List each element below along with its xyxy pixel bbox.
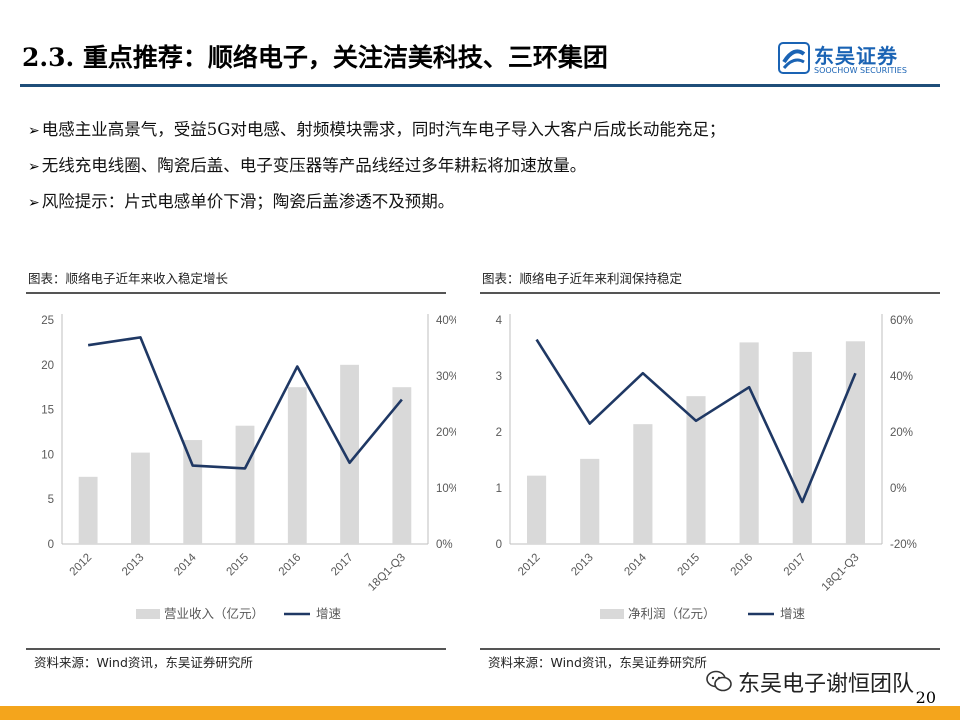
y-left-tick-label: 3 [496,371,502,383]
legend-bar-swatch [600,609,624,619]
chart-source: 资料来源：Wind资讯，东吴证券研究所 [34,655,253,670]
bullet-text: 风险提示：片式电感单价下滑；陶瓷后盖渗透不及预期。 [41,192,455,211]
source-divider [480,648,940,650]
y-right-tick-label: 60% [890,315,913,327]
y-left-tick-label: 25 [41,315,54,327]
y-right-tick-label: 0% [436,539,453,551]
bullet-text: 电感主业高景气，受益5G对电感、射频模块需求，同时汽车电子导入大客户后成长动能充… [41,120,726,139]
bar [792,351,812,544]
y-left-tick-label: 0 [496,539,502,551]
bar [183,440,203,544]
bar [739,342,759,544]
y-right-tick-label: 30% [436,371,456,383]
y-left-tick-label: 2 [496,427,502,439]
bar [686,396,706,544]
y-right-tick-label: 20% [890,427,913,439]
y-left-tick-label: 15 [41,405,54,417]
legend-line-label: 增速 [780,606,806,621]
y-right-tick-label: 20% [436,427,456,439]
y-left-tick-label: 0 [48,539,54,551]
x-tick-label: 18Q1-Q3 [366,552,408,594]
y-right-tick-label: 40% [890,371,913,383]
page-number: 20 [915,688,936,707]
legend-bar-swatch [136,609,160,619]
footer-bar [0,706,960,720]
caption-divider [480,292,940,294]
legend-line-label: 增速 [316,606,342,621]
bullet-list: ➢ 电感主业高景气，受益5G对电感、射频模块需求，同时汽车电子导入大客户后成长动能… [28,112,725,220]
legend-bar-label: 净利润（亿元） [628,606,716,621]
arrow-bullet-icon: ➢ [28,123,40,139]
y-right-tick-label: -20% [890,539,917,551]
page-title: 2.3. 重点推荐：顺络电子，关注洁美科技、三环集团 [22,43,608,72]
bar [287,387,307,544]
x-tick-label: 2013 [120,552,147,579]
legend-bar-label: 营业收入（亿元） [164,606,264,621]
x-tick-label: 2017 [329,552,356,579]
wechat-icon [706,670,732,692]
bar [340,364,359,544]
y-left-tick-label: 1 [496,483,502,495]
arrow-bullet-icon: ➢ [28,195,40,211]
bullet-text: 无线充电线圈、陶瓷后盖、电子变压器等产品线经过多年耕耘将加速放量。 [41,156,587,175]
bar [78,476,98,544]
profit-chart-panel: 图表：顺络电子近年来利润保持稳定 0 1 2 3 4 -20% 0% 20% 40% 60% 201… [480,262,940,670]
y-left-tick-label: 10 [41,449,54,461]
watermark: 东吴电子谢恒团队 [706,666,936,697]
bullet-item: ➢ 无线充电线圈、陶瓷后盖、电子变压器等产品线经过多年耕耘将加速放量。 [28,148,725,184]
company-logo: 东吴证券 SOOCHOW SECURITIES [778,42,918,76]
y-right-tick-label: 40% [436,315,456,327]
revenue-chart: 0 5 10 15 20 25 0% 10% 20% 30% 40% 2012 2013 2014 2015… [41,314,456,621]
x-tick-label: 18Q1-Q3 [820,552,862,594]
arrow-bullet-icon: ➢ [28,159,40,175]
x-tick-label: 2012 [68,552,95,579]
x-tick-label: 2013 [569,552,596,579]
bar [131,452,150,544]
bar [392,387,412,544]
bullet-item: ➢ 风险提示：片式电感单价下滑；陶瓷后盖渗透不及预期。 [28,184,725,220]
growth-line [87,336,403,470]
x-tick-label: 2016 [729,552,756,579]
y-left-tick-label: 20 [41,360,54,372]
logo-chinese-name: 东吴证券 [814,44,898,68]
watermark-text: 东吴电子谢恒团队 [738,672,915,697]
chart-caption: 图表：顺络电子近年来利润保持稳定 [482,271,683,286]
x-tick-label: 2015 [225,552,252,579]
x-tick-label: 2015 [676,552,703,579]
caption-divider [26,292,446,294]
bar [235,425,255,544]
bullet-item: ➢ 电感主业高景气，受益5G对电感、射频模块需求，同时汽车电子导入大客户后成长动能… [28,112,725,148]
bar [580,458,600,544]
y-left-tick-label: 5 [48,494,54,506]
profit-chart: 0 1 2 3 4 -20% 0% 20% 40% 60% 2012 2013 2014 2015 2016… [496,314,917,621]
y-right-tick-label: 10% [436,483,456,495]
bar [527,475,547,544]
growth-line [535,338,857,504]
source-divider [26,648,446,650]
title-divider [20,84,940,87]
x-tick-label: 2014 [172,551,199,578]
revenue-chart-panel: 图表：顺络电子近年来收入稳定增长 0 5 10 15 20 25 0% 10% 20% 30% 40… [26,262,486,670]
x-tick-label: 2017 [782,552,809,579]
bar [845,341,865,544]
x-tick-label: 2014 [622,551,649,578]
chart-source: 资料来源：Wind资讯，东吴证券研究所 [488,655,707,670]
y-right-tick-label: 0% [890,483,907,495]
x-tick-label: 2012 [516,552,543,579]
logo-english-name: SOOCHOW SECURITIES [814,66,907,75]
y-left-tick-label: 4 [496,315,503,327]
chart-caption: 图表：顺络电子近年来收入稳定增长 [28,271,229,286]
x-tick-label: 2016 [277,552,304,579]
logo-icon [778,42,810,74]
bar [633,424,653,544]
